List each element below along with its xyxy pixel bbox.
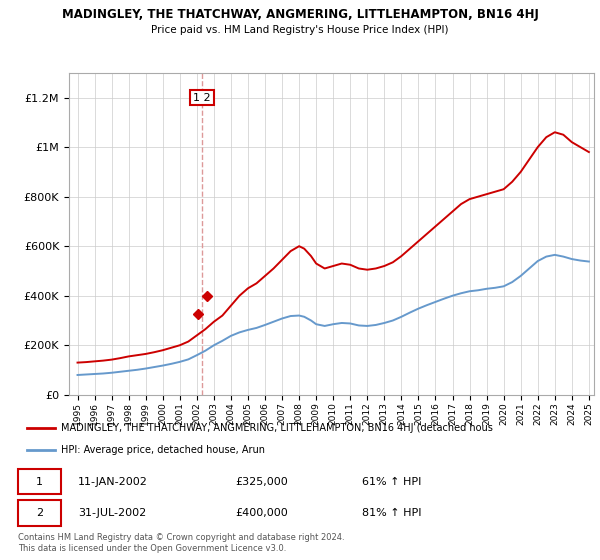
Text: Contains HM Land Registry data © Crown copyright and database right 2024.
This d: Contains HM Land Registry data © Crown c… <box>18 533 344 553</box>
Text: 1 2: 1 2 <box>193 92 211 102</box>
Text: MADINGLEY, THE THATCHWAY, ANGMERING, LITTLEHAMPTON, BN16 4HJ (detached hous: MADINGLEY, THE THATCHWAY, ANGMERING, LIT… <box>61 423 493 433</box>
Text: £400,000: £400,000 <box>236 508 289 518</box>
FancyBboxPatch shape <box>18 500 61 526</box>
Text: MADINGLEY, THE THATCHWAY, ANGMERING, LITTLEHAMPTON, BN16 4HJ: MADINGLEY, THE THATCHWAY, ANGMERING, LIT… <box>62 8 538 21</box>
Text: 81% ↑ HPI: 81% ↑ HPI <box>362 508 421 518</box>
Text: 11-JAN-2002: 11-JAN-2002 <box>78 477 148 487</box>
Text: 31-JUL-2002: 31-JUL-2002 <box>78 508 146 518</box>
Text: 61% ↑ HPI: 61% ↑ HPI <box>362 477 421 487</box>
Text: 2: 2 <box>36 508 43 518</box>
Text: £325,000: £325,000 <box>236 477 289 487</box>
Text: Price paid vs. HM Land Registry's House Price Index (HPI): Price paid vs. HM Land Registry's House … <box>151 25 449 35</box>
Text: HPI: Average price, detached house, Arun: HPI: Average price, detached house, Arun <box>61 445 265 455</box>
Text: 1: 1 <box>36 477 43 487</box>
FancyBboxPatch shape <box>18 469 61 494</box>
